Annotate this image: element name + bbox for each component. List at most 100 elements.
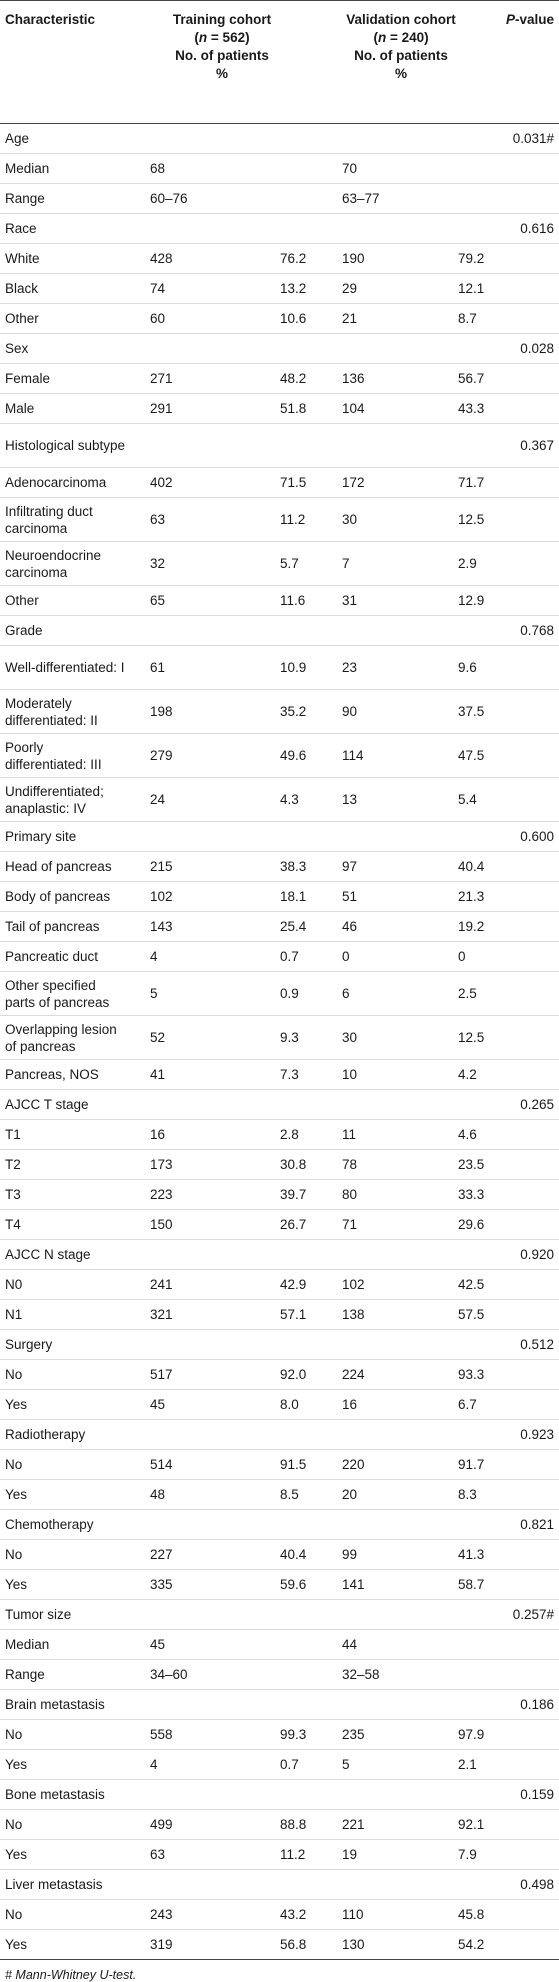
cell-validation-count (316, 214, 402, 244)
table-row: Moderately differentiated: II 198 35.2 90 37… (0, 690, 559, 734)
cell-training-count: 428 (150, 251, 173, 266)
cell-training-percent: 42.9 (280, 1277, 307, 1292)
cell-validation-percent: 93.3 (458, 1367, 485, 1382)
cell-validation-count: 0 (342, 949, 350, 964)
cell-validation-percent (402, 1690, 486, 1720)
cell-validation-count: 30 (342, 1030, 358, 1045)
cell-validation-percent (402, 1780, 486, 1810)
table-row: T4 150 26.7 71 29.6 (0, 1210, 559, 1240)
table-row: Poorly differentiated: III 279 49.6 114 47.5 (0, 734, 559, 778)
table-row: Black 74 13.2 29 12.1 (0, 274, 559, 304)
table-row: Undifferentiated; anaplastic: IV 24 4.3 13 5… (0, 778, 559, 822)
table-row: Yes 63 11.2 19 7.9 (0, 1840, 559, 1870)
cell-pvalue (486, 304, 559, 334)
table-row: T1 16 2.8 11 4.6 (0, 1120, 559, 1150)
cell-validation-count: 5 (342, 1757, 350, 1772)
cell-validation-percent (402, 124, 486, 154)
cell-training-percent: 49.6 (280, 748, 307, 763)
cell-characteristic: T4 (5, 1217, 21, 1232)
cell-validation-percent: 56.7 (458, 371, 485, 386)
cell-training-count: 4 (150, 949, 158, 964)
cell-pvalue (486, 1810, 559, 1840)
cell-pvalue (486, 1180, 559, 1210)
cell-pvalue (486, 852, 559, 882)
cell-training-percent: 9.3 (280, 1030, 299, 1045)
cell-pvalue (486, 394, 559, 424)
cell-training-count (128, 334, 220, 364)
cell-validation-count: 23 (342, 660, 358, 675)
cell-validation-count: 114 (342, 748, 364, 763)
cell-validation-count: 172 (342, 475, 365, 490)
cell-pvalue (486, 1270, 559, 1300)
cell-training-percent (220, 1510, 316, 1540)
cell-pvalue (486, 1840, 559, 1870)
cell-training-percent (220, 334, 316, 364)
cell-validation-count (316, 1780, 402, 1810)
cell-training-count (128, 1780, 220, 1810)
cell-training-percent: 11.6 (280, 593, 306, 608)
table-row: Infiltrating duct carcinoma 63 11.2 30 12.5 (0, 498, 559, 542)
cell-characteristic: Tail of pancreas (5, 919, 100, 934)
cell-training-count: 24 (150, 792, 166, 807)
cell-characteristic: Bone metastasis (5, 1787, 105, 1802)
cell-validation-count: 104 (342, 401, 365, 416)
cell-validation-percent (402, 1420, 486, 1450)
cell-training-count: 319 (150, 1937, 173, 1952)
cell-validation-percent: 29.6 (458, 1217, 485, 1232)
cell-validation-percent: 4.2 (458, 1067, 477, 1082)
cell-training-count: 68 (150, 161, 166, 176)
training-title: Training cohort (172, 12, 272, 27)
cell-training-count: 60–76 (150, 191, 188, 206)
cell-training-count: 60 (150, 311, 166, 326)
table-row: Yes 319 56.8 130 54.2 (0, 1930, 559, 1960)
cell-characteristic: Liver metastasis (5, 1877, 103, 1892)
cell-training-percent (220, 822, 316, 852)
cell-validation-count (316, 822, 402, 852)
cell-pvalue: 0.265 (520, 1097, 555, 1112)
validation-title: Validation cohort (346, 12, 456, 27)
table-row: Female 271 48.2 136 56.7 (0, 364, 559, 394)
cell-characteristic: Undifferentiated; anaplastic: IV (5, 783, 104, 816)
cell-characteristic: No (5, 1907, 23, 1922)
table-row: Yes 48 8.5 20 8.3 (0, 1480, 559, 1510)
cell-pvalue (486, 154, 559, 184)
cell-characteristic: Pancreas, NOS (5, 1067, 99, 1082)
cell-training-count: 45 (150, 1397, 166, 1412)
cell-training-percent: 8.0 (280, 1397, 299, 1412)
training-count-label: No. of patients (175, 48, 269, 63)
cell-training-percent (220, 1600, 316, 1630)
cell-training-percent: 40.4 (280, 1547, 307, 1562)
cell-validation-count (316, 334, 402, 364)
cell-training-percent (220, 1690, 316, 1720)
cell-pvalue (486, 690, 559, 734)
cell-training-percent (220, 1870, 316, 1900)
cell-validation-percent: 40.4 (458, 859, 485, 874)
cell-training-count: 4 (150, 1757, 158, 1772)
cell-validation-count: 136 (342, 371, 365, 386)
cell-validation-count: 235 (342, 1727, 365, 1742)
cell-training-percent: 51.8 (280, 401, 307, 416)
cell-pvalue: 0.028 (520, 341, 555, 356)
cell-training-percent: 71.5 (280, 475, 307, 490)
cell-training-count: 517 (150, 1367, 173, 1382)
cell-characteristic: Median (5, 161, 50, 176)
cell-characteristic: No (5, 1367, 23, 1382)
cell-validation-percent: 45.8 (458, 1907, 485, 1922)
cell-characteristic: Moderately differentiated: II (5, 695, 98, 728)
cell-pvalue: 0.367 (520, 438, 555, 453)
cell-validation-count: 224 (342, 1367, 365, 1382)
cell-validation-count (316, 424, 402, 468)
cell-validation-percent: 54.2 (458, 1937, 485, 1952)
table-row: AJCC T stage 0.265 (0, 1090, 559, 1120)
table-row: Other 60 10.6 21 8.7 (0, 304, 559, 334)
table-row: Adenocarcinoma 402 71.5 172 71.7 (0, 468, 559, 498)
cell-validation-percent (402, 1510, 486, 1540)
cell-characteristic: No (5, 1817, 23, 1832)
cell-pvalue: 0.512 (520, 1337, 555, 1352)
cell-validation-percent (402, 1630, 486, 1660)
cell-pvalue: 0.923 (520, 1427, 555, 1442)
table-row: Pancreatic duct 4 0.7 0 0 (0, 942, 559, 972)
table-row: Body of pancreas 102 18.1 51 21.3 (0, 882, 559, 912)
cell-pvalue (486, 1360, 559, 1390)
